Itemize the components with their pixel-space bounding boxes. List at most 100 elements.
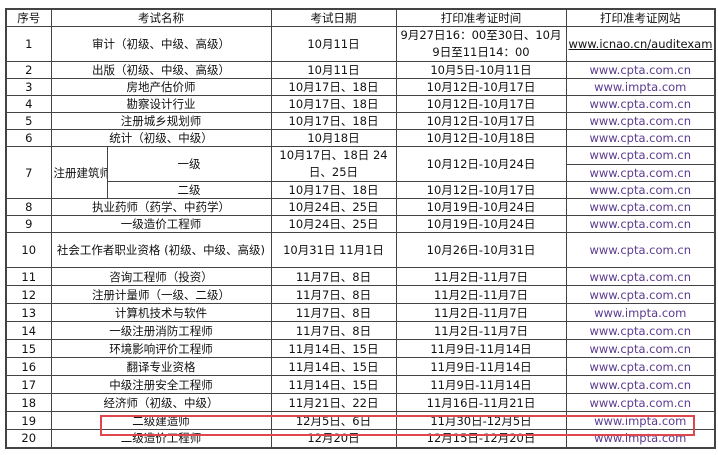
exam-name: 中级注册安全工程师 bbox=[50, 375, 272, 394]
site-link[interactable]: www.impta.com bbox=[594, 413, 687, 428]
table-row: 12 注册计量师（一级、二级） 11月7日、8日 11月2日-11月7日 www.cpt… bbox=[5, 285, 716, 304]
table-row: 20 二级造价工程师 12月20日 12月15日-12月20日 www.impta.co… bbox=[5, 429, 716, 448]
print-site: www.icnao.cn/auditexam bbox=[565, 26, 716, 62]
site-link[interactable]: www.cpta.com.cn bbox=[589, 243, 691, 257]
exam-name: 注册计量师（一级、二级） bbox=[50, 285, 272, 304]
exam-name: 出版（初级、中级、高级） bbox=[50, 61, 272, 79]
row-number: 1 bbox=[5, 26, 52, 62]
site-link[interactable]: www.cpta.com.cn bbox=[589, 377, 691, 392]
row-number: 15 bbox=[5, 339, 52, 358]
exam-name: 翻译专业资格 bbox=[50, 357, 272, 376]
row-number: 11 bbox=[5, 267, 52, 286]
exam-date: 10月17日、18日 24日、25日 bbox=[270, 146, 397, 182]
print-site: www.cpta.com.cn bbox=[565, 215, 716, 233]
print-time: 10月5日-10月11日 bbox=[395, 61, 567, 79]
row-number: 3 bbox=[5, 78, 52, 96]
site-link[interactable]: www.cpta.com.cn bbox=[589, 287, 691, 302]
site-link[interactable]: www.cpta.com.cn bbox=[589, 183, 691, 197]
exam-date: 10月17日、18日 bbox=[270, 181, 397, 199]
site-link[interactable]: www.cpta.com.cn bbox=[589, 395, 691, 410]
site-link[interactable]: www.cpta.com.cn bbox=[589, 165, 691, 180]
row-number: 7 bbox=[5, 146, 52, 199]
site-link[interactable]: www.cpta.com.cn bbox=[589, 63, 691, 77]
exam-date: 12月20日 bbox=[270, 429, 397, 448]
exam-name: 执业药师（药学、中药学） bbox=[50, 198, 272, 216]
print-time: 10月26日-10月31日 bbox=[395, 232, 567, 268]
row-number: 2 bbox=[5, 61, 52, 79]
print-time: 11月30日-12月5日 bbox=[395, 411, 567, 430]
exam-date: 10月11日 bbox=[270, 61, 397, 79]
print-site: www.cpta.com.cn bbox=[565, 375, 716, 394]
exam-date: 11月7日、8日 bbox=[270, 321, 397, 340]
site-link[interactable]: www.impta.com bbox=[594, 431, 687, 446]
header-row: 序号 考试名称 考试日期 打印准考证时间 打印准考证网站 bbox=[5, 8, 716, 27]
row-number: 10 bbox=[5, 232, 52, 268]
exam-name: 一级注册消防工程师 bbox=[50, 321, 272, 340]
print-site: www.impta.com bbox=[565, 411, 716, 430]
table-row: 18 经济师（初级、中级） 11月21日、22日 11月16日-11月21日 www.c… bbox=[5, 393, 716, 412]
exam-name: 二级造价工程师 bbox=[50, 429, 272, 448]
print-site: www.cpta.com.cn bbox=[565, 393, 716, 412]
row-number: 14 bbox=[5, 321, 52, 340]
site-link[interactable]: www.icnao.cn/auditexam bbox=[568, 37, 713, 51]
site-link[interactable]: www.cpta.com.cn bbox=[589, 148, 691, 163]
print-time: 11月2日-11月7日 bbox=[395, 285, 567, 304]
exam-date: 10月11日 bbox=[270, 26, 397, 62]
print-time: 10月12日-10月17日 bbox=[395, 78, 567, 96]
row-number: 16 bbox=[5, 357, 52, 376]
row-number: 6 bbox=[5, 129, 52, 147]
print-time: 11月9日-11月14日 bbox=[395, 339, 567, 358]
table-row: 10 社会工作者职业资格 (初级、中级、高级) 10月31日 11月1日 10月26日… bbox=[5, 232, 716, 268]
exam-date: 11月7日、8日 bbox=[270, 267, 397, 286]
table-row: 2 出版（初级、中级、高级） 10月11日 10月5日-10月11日 www.cpta.… bbox=[5, 61, 716, 79]
exam-name: 注册建筑师 bbox=[50, 146, 108, 199]
site-link[interactable]: www.cpta.com.cn bbox=[589, 217, 691, 231]
table-row: 15 环境影响评价工程师 11月14日、15日 11月9日-11月14日 www.cpt… bbox=[5, 339, 716, 358]
exam-name: 计算机技术与软件 bbox=[50, 303, 272, 322]
exam-name: 经济师（初级、中级） bbox=[50, 393, 272, 412]
table-row: 二级 10月17日、18日 10月12日-10月17日 www.cpta.com.cn bbox=[6, 181, 716, 199]
site-link[interactable]: www.cpta.com.cn bbox=[589, 323, 691, 338]
print-time: 11月9日-11月14日 bbox=[395, 375, 567, 394]
table-row: 14 一级注册消防工程师 11月7日、8日 11月2日-11月7日 www.cpta.c… bbox=[5, 321, 716, 340]
print-time: 10月19日-10月24日 bbox=[395, 215, 567, 233]
print-time: 11月16日-11月21日 bbox=[395, 393, 567, 412]
table-row: 6 统计（初级、中级） 10月18日 10月12日-10月18日 www.cpta.co… bbox=[5, 129, 716, 147]
exam-name: 勘察设计行业 bbox=[50, 95, 272, 113]
table-row: 1 审计（初级、中级、高级） 10月11日 9月27日16：00至30日、10月9日至… bbox=[5, 26, 716, 62]
print-site: www.impta.com bbox=[565, 78, 716, 96]
header-name: 考试名称 bbox=[50, 8, 272, 27]
table-row: 19 二级建造师 12月5日、6日 11月30日-12月5日 www.impta.com bbox=[5, 411, 716, 430]
exam-date: 11月7日、8日 bbox=[270, 303, 397, 322]
row-number: 5 bbox=[5, 112, 52, 130]
table-row: 7 注册建筑师 一级 10月17日、18日 24日、25日 10月12日-10月24日 w… bbox=[5, 146, 716, 199]
exam-date: 10月17日、18日 bbox=[270, 112, 397, 130]
site-link[interactable]: www.cpta.com.cn bbox=[589, 97, 691, 111]
exam-date: 12月5日、6日 bbox=[270, 411, 397, 430]
site-link[interactable]: www.cpta.com.cn bbox=[589, 269, 691, 284]
print-time: 11月2日-11月7日 bbox=[395, 303, 567, 322]
header-date: 考试日期 bbox=[270, 8, 397, 27]
print-site: www.cpta.com.cn bbox=[565, 163, 716, 182]
row-number: 19 bbox=[5, 411, 52, 430]
site-link[interactable]: www.cpta.com.cn bbox=[589, 359, 691, 374]
site-link[interactable]: www.impta.com bbox=[594, 305, 687, 320]
table-row: 9 一级造价工程师 10月24日、25日 10月19日-10月24日 www.cpta.… bbox=[5, 215, 716, 233]
print-site: www.cpta.com.cn bbox=[565, 181, 716, 199]
site-link[interactable]: www.impta.com bbox=[594, 80, 687, 94]
site-link[interactable]: www.cpta.com.cn bbox=[589, 341, 691, 356]
exam-level: 一级 bbox=[106, 146, 272, 182]
site-link[interactable]: www.cpta.com.cn bbox=[589, 131, 691, 145]
print-time: 11月9日-11月14日 bbox=[395, 357, 567, 376]
print-time: 10月12日-10月18日 bbox=[395, 129, 567, 147]
exam-date: 10月18日 bbox=[270, 129, 397, 147]
print-site: www.cpta.com.cn bbox=[565, 129, 716, 147]
site-link[interactable]: www.cpta.com.cn bbox=[589, 200, 691, 214]
print-site: www.cpta.com.cn bbox=[565, 357, 716, 376]
table-row: 4 勘察设计行业 10月17日、18日 10月12日-10月17日 www.cpta.c… bbox=[5, 95, 716, 113]
exam-date: 10月24日、25日 bbox=[270, 215, 397, 233]
print-time: 11月2日-11月7日 bbox=[395, 321, 567, 340]
header-print-time: 打印准考证时间 bbox=[395, 8, 567, 27]
header-print-site: 打印准考证网站 bbox=[565, 8, 716, 27]
site-link[interactable]: www.cpta.com.cn bbox=[589, 114, 691, 128]
